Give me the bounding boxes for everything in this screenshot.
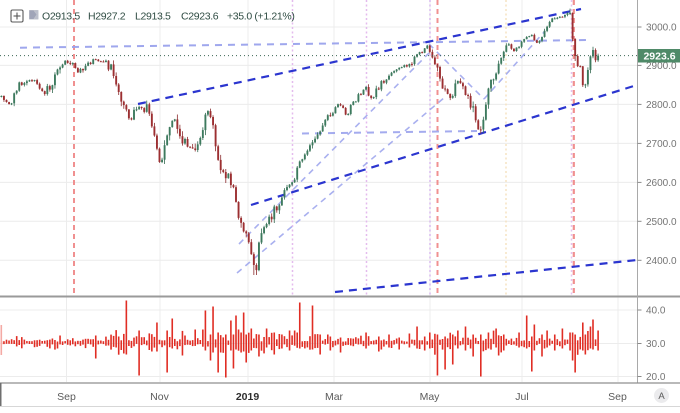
svg-text:20.0: 20.0 [646, 372, 666, 383]
svg-text:2900.0: 2900.0 [646, 61, 677, 72]
svg-text:May: May [420, 391, 441, 403]
svg-text:Mar: Mar [325, 391, 344, 403]
svg-text:2400.0: 2400.0 [646, 256, 677, 267]
svg-text:O2913.5: O2913.5 [42, 11, 80, 23]
svg-text:2923.6: 2923.6 [643, 51, 675, 63]
svg-text:2019: 2019 [236, 391, 260, 403]
svg-text:2800.0: 2800.0 [646, 100, 677, 111]
svg-text:3000.0: 3000.0 [646, 23, 677, 34]
svg-text:Nov: Nov [150, 391, 169, 403]
svg-text:Sep: Sep [57, 391, 76, 403]
svg-text:H2927.2: H2927.2 [88, 11, 126, 23]
svg-text:A: A [658, 391, 665, 402]
svg-text:+35.0 (+1.21%): +35.0 (+1.21%) [227, 11, 294, 23]
svg-text:40.0: 40.0 [646, 306, 666, 317]
svg-text:L2913.5: L2913.5 [135, 11, 171, 23]
svg-text:30.0: 30.0 [646, 339, 666, 350]
svg-text:2600.0: 2600.0 [646, 178, 677, 189]
svg-text:2500.0: 2500.0 [646, 217, 677, 228]
svg-text:Sep: Sep [608, 391, 627, 403]
svg-text:2700.0: 2700.0 [646, 139, 677, 150]
svg-text:C2923.6: C2923.6 [181, 11, 219, 23]
svg-text:Jul: Jul [515, 391, 528, 403]
